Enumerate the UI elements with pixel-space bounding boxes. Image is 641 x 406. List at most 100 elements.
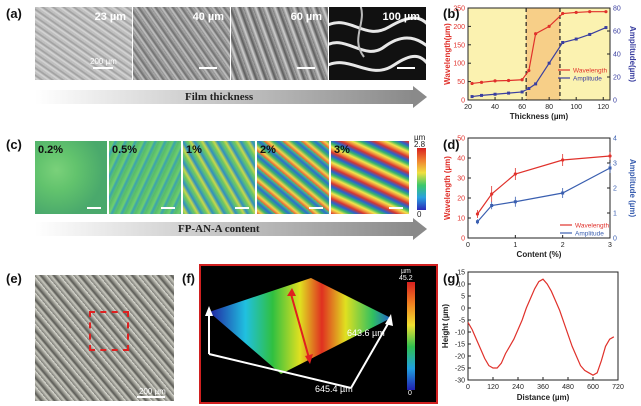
y2-tick-label: 2	[613, 186, 617, 193]
height-map-2: 2%	[257, 141, 329, 214]
arrow-label-content: FP-AN-A content	[178, 223, 260, 235]
data-point	[561, 158, 565, 162]
content-label-1: 1%	[186, 144, 202, 156]
legend-entry: Amplitude	[573, 76, 602, 83]
colorbar-min-f: 0	[408, 390, 412, 397]
micrograph-23um: 23 µm 200 µm	[35, 7, 132, 80]
y2-axis-label: Amplitude (µm)	[628, 159, 637, 218]
data-point	[574, 10, 578, 15]
data-point	[588, 32, 592, 36]
scale-bar	[161, 207, 175, 209]
data-point	[608, 154, 612, 158]
panel-label-e: (e)	[6, 271, 22, 286]
content-label-0.5: 0.5%	[112, 144, 138, 156]
data-point	[574, 37, 578, 41]
shaded-region	[559, 8, 610, 100]
data-point	[493, 92, 497, 96]
height-map-0.2: 0.2%	[35, 141, 107, 214]
data-point	[470, 95, 474, 99]
legend-entry: Wavelength	[575, 223, 609, 230]
scale-bar	[137, 396, 165, 398]
panel-label-b: (b)	[443, 6, 460, 21]
scale-bar	[93, 67, 113, 69]
series-line-wavelength	[476, 155, 611, 215]
x-tick-label: 0	[466, 242, 470, 249]
y-tick-label: 0	[461, 98, 465, 105]
x-axis-label: Distance (µm)	[517, 393, 570, 402]
x-tick-label: 360	[537, 384, 549, 391]
data-point	[480, 93, 484, 97]
scale-bar	[309, 207, 323, 209]
data-point	[608, 166, 612, 170]
data-point	[479, 80, 484, 84]
panel-label-a: (a)	[6, 6, 22, 21]
series-line-amplitude	[477, 167, 611, 223]
arrow-label-thickness: Film thickness	[185, 91, 254, 103]
y2-tick-label: 80	[613, 6, 621, 13]
micrograph-e: 200 µm	[35, 275, 174, 401]
legend-entry: Wavelength	[573, 68, 607, 75]
x-tick-label: 600	[587, 384, 599, 391]
x-tick-label: 240	[512, 384, 524, 391]
x-tick-label: 100	[570, 104, 582, 111]
y-tick-label: 10	[457, 282, 465, 289]
scale-bar	[297, 67, 315, 69]
data-point	[490, 204, 494, 207]
y-tick-label: -25	[455, 366, 465, 373]
y2-tick-label: 20	[613, 75, 621, 82]
data-point	[604, 10, 608, 14]
shaded-region	[468, 8, 527, 100]
colorbar-max-c: 2.8	[414, 140, 426, 149]
data-point	[527, 87, 531, 90]
colorbar-unit-f: µm	[401, 268, 411, 275]
panel-label-d: (d)	[443, 137, 460, 152]
3d-profile-f: 643.6 µm 645.4 µm µm 45.2 0	[199, 264, 438, 404]
y-tick-label: 0	[461, 306, 465, 313]
height-map-3: 3%	[331, 141, 409, 214]
scale-bar	[397, 67, 415, 69]
data-point	[507, 91, 511, 95]
arrow-head	[413, 218, 427, 240]
height-profile-line	[467, 278, 615, 376]
scale-bar	[235, 207, 249, 209]
scale-bar	[87, 207, 101, 209]
data-point	[506, 78, 511, 83]
colorbar-max-f: 45.2	[399, 275, 413, 282]
profile-line	[290, 293, 310, 359]
data-point	[604, 26, 608, 30]
chart-g-height: 0 120 240 360 480 600 720 -30 -25 -20 -15 -10 -5 0 5 10…	[441, 270, 624, 403]
x-axis-label: Content (%)	[517, 250, 562, 259]
data-point	[470, 81, 474, 86]
data-point	[561, 11, 565, 16]
thickness-label-60: 60 µm	[290, 11, 322, 23]
legend-entry: Amplitude	[575, 231, 604, 238]
y-tick-label: 20	[457, 196, 465, 203]
panel-label-f: (f)	[182, 271, 195, 286]
y-tick-label: 0	[461, 236, 465, 243]
y2-tick-label: 40	[613, 52, 621, 59]
series-line-amplitude	[471, 26, 607, 98]
height-map-0.5: 0.5%	[109, 141, 181, 214]
x-axis-label: Thickness (µm)	[510, 112, 569, 121]
axis-x	[208, 353, 352, 389]
y-tick-label: 40	[457, 156, 465, 163]
x-tick-label: 120	[487, 384, 499, 391]
selection-box	[89, 311, 129, 351]
data-point	[561, 191, 565, 195]
data-point	[547, 61, 551, 65]
y-tick-label: 5	[461, 294, 465, 301]
y-tick-label: -20	[455, 354, 465, 361]
chart-b-thickness: 20 40 60 80 100 120050100150200250020406080Th…	[443, 6, 637, 122]
x-tick-label: 20	[464, 104, 472, 111]
y2-tick-label: 0	[613, 236, 617, 243]
content-arrow	[35, 222, 413, 236]
arrow-head	[413, 86, 427, 108]
x-tick-label: 480	[562, 384, 574, 391]
x-tick-label: 60	[518, 104, 526, 111]
y2-tick-label: 1	[613, 211, 617, 218]
x-tick-label: 40	[491, 104, 499, 111]
wrinkle-pattern	[329, 7, 426, 72]
content-label-0.2: 0.2%	[38, 144, 64, 156]
dimension-bottom: 645.4 µm	[315, 384, 353, 394]
y-axis-label: Height (µm)	[441, 304, 450, 348]
